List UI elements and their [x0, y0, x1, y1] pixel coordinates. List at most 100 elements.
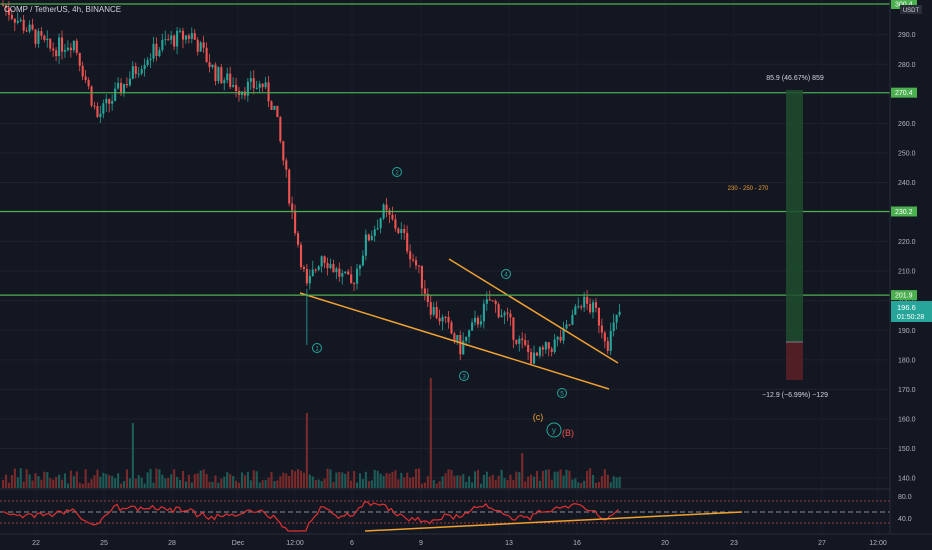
- candle-body[interactable]: [562, 328, 565, 341]
- candle-body[interactable]: [146, 60, 149, 65]
- candle-body[interactable]: [176, 30, 179, 47]
- upper-trend-line[interactable]: [448, 258, 619, 364]
- candle-body[interactable]: [465, 336, 468, 341]
- candle-body[interactable]: [66, 47, 69, 51]
- candle-body[interactable]: [167, 39, 170, 41]
- candle-body[interactable]: [530, 352, 533, 364]
- candle-body[interactable]: [308, 275, 311, 284]
- candle-body[interactable]: [226, 73, 229, 81]
- wave-label-3[interactable]: 3: [459, 371, 469, 381]
- candle-body[interactable]: [69, 47, 72, 51]
- candle-body[interactable]: [550, 348, 553, 352]
- candle-body[interactable]: [574, 306, 577, 315]
- candle-body[interactable]: [291, 203, 294, 211]
- horizontal-levels[interactable]: [0, 3, 890, 296]
- candle-body[interactable]: [179, 30, 182, 32]
- candle-body[interactable]: [417, 265, 421, 267]
- candle-body[interactable]: [397, 228, 400, 233]
- candle-body[interactable]: [474, 317, 477, 323]
- candle-body[interactable]: [583, 296, 586, 308]
- candle-body[interactable]: [43, 35, 46, 41]
- candle-body[interactable]: [400, 229, 403, 233]
- candle-body[interactable]: [509, 313, 512, 318]
- candle-body[interactable]: [205, 47, 208, 63]
- candle-body[interactable]: [618, 311, 621, 315]
- candle-body[interactable]: [597, 307, 600, 326]
- candle-body[interactable]: [193, 33, 196, 40]
- candle-body[interactable]: [196, 39, 199, 52]
- candle-body[interactable]: [317, 266, 320, 270]
- candle-body[interactable]: [544, 342, 547, 350]
- candle-body[interactable]: [137, 73, 140, 75]
- candle-body[interactable]: [612, 322, 615, 331]
- candle-body[interactable]: [515, 339, 518, 344]
- candle-body[interactable]: [58, 37, 61, 57]
- candle-body[interactable]: [580, 306, 583, 308]
- candle-body[interactable]: [367, 234, 370, 241]
- candle-body[interactable]: [285, 160, 288, 170]
- candle-body[interactable]: [264, 82, 267, 88]
- candle-body[interactable]: [161, 39, 164, 50]
- candle-body[interactable]: [249, 78, 252, 82]
- candle-body[interactable]: [61, 37, 64, 52]
- candle-body[interactable]: [341, 273, 344, 277]
- candle-body[interactable]: [96, 106, 99, 117]
- candle-body[interactable]: [208, 62, 211, 68]
- candle-body[interactable]: [255, 87, 258, 89]
- lower-trend-line[interactable]: [299, 292, 610, 390]
- candle-body[interactable]: [102, 103, 105, 114]
- candle-body[interactable]: [553, 339, 556, 352]
- candle-body[interactable]: [420, 265, 423, 289]
- candle-body[interactable]: [220, 67, 223, 84]
- candle-body[interactable]: [376, 228, 379, 230]
- candle-body[interactable]: [606, 341, 609, 351]
- candle-body[interactable]: [164, 39, 167, 41]
- candle-body[interactable]: [52, 48, 55, 51]
- candle-body[interactable]: [211, 64, 214, 68]
- candle-body[interactable]: [267, 82, 270, 102]
- candle-body[interactable]: [46, 38, 49, 41]
- candle-body[interactable]: [356, 268, 359, 284]
- wave-label-y[interactable]: y: [546, 422, 562, 438]
- candle-body[interactable]: [326, 262, 329, 269]
- wave-label-2[interactable]: 2: [392, 167, 402, 177]
- candle-body[interactable]: [329, 264, 332, 269]
- candle-body[interactable]: [518, 338, 521, 344]
- candle-body[interactable]: [214, 64, 217, 82]
- candle-body[interactable]: [170, 35, 173, 40]
- candle-body[interactable]: [476, 317, 480, 325]
- candle-body[interactable]: [288, 169, 291, 204]
- candle-body[interactable]: [491, 300, 494, 302]
- candle-body[interactable]: [565, 324, 568, 329]
- candle-body[interactable]: [87, 79, 90, 87]
- candle-body[interactable]: [158, 49, 161, 57]
- candle-body[interactable]: [594, 302, 598, 308]
- candle-body[interactable]: [99, 113, 102, 117]
- candle-body[interactable]: [246, 81, 249, 96]
- candle-body[interactable]: [370, 235, 373, 241]
- candle-body[interactable]: [435, 307, 438, 319]
- candle-body[interactable]: [385, 204, 388, 211]
- candle-body[interactable]: [173, 35, 176, 47]
- candle-body[interactable]: [600, 325, 603, 333]
- candle-body[interactable]: [453, 333, 456, 342]
- candle-body[interactable]: [16, 20, 19, 23]
- candle-body[interactable]: [13, 18, 16, 23]
- candle-body[interactable]: [482, 303, 485, 322]
- candle-body[interactable]: [302, 267, 305, 269]
- candle-body[interactable]: [592, 302, 595, 313]
- candle-body[interactable]: [311, 269, 314, 276]
- candle-body[interactable]: [568, 324, 571, 326]
- candle-body[interactable]: [559, 336, 562, 341]
- candle-body[interactable]: [75, 40, 78, 53]
- candle-body[interactable]: [261, 83, 264, 88]
- candle-body[interactable]: [93, 105, 96, 107]
- candle-body[interactable]: [609, 330, 612, 351]
- candle-body[interactable]: [456, 335, 459, 342]
- candle-body[interactable]: [479, 321, 482, 325]
- candle-body[interactable]: [84, 76, 87, 80]
- wave-label-c[interactable]: (c): [533, 412, 544, 422]
- candle-body[interactable]: [589, 303, 592, 313]
- candle-body[interactable]: [350, 274, 353, 284]
